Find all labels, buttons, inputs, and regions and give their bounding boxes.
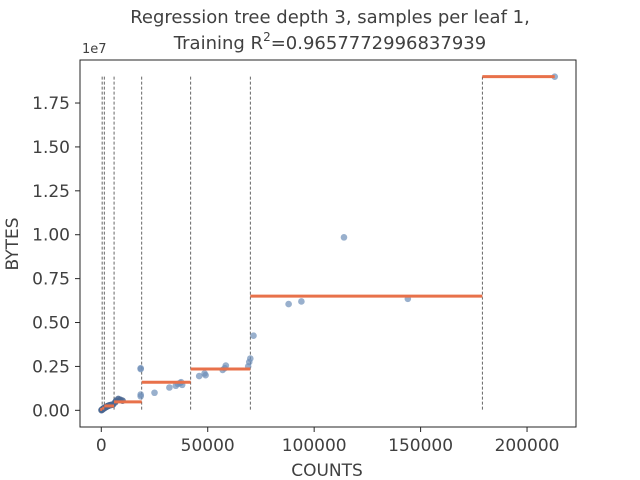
data-point <box>250 332 257 339</box>
chart-title-r2-value: =0.9657772996837939 <box>271 33 487 54</box>
y-axis-ticks: 0.00 0.25 0.50 0.75 1.00 1.25 1.50 1.75 <box>32 94 80 421</box>
data-point <box>195 372 203 380</box>
y-axis-label: BYTES <box>3 217 23 270</box>
data-point <box>151 389 158 397</box>
chart-title-r2-prefix: Training R <box>173 33 263 54</box>
x-tick-label: 100000 <box>282 436 347 456</box>
data-point <box>340 234 348 241</box>
prediction-steps <box>100 75 555 411</box>
data-points <box>98 73 559 414</box>
x-tick-label: 0 <box>96 436 107 456</box>
y-tick-label: 0.75 <box>32 270 70 290</box>
data-point <box>285 300 292 308</box>
y-tick-label: 1.25 <box>32 182 70 202</box>
data-point <box>247 355 254 362</box>
data-point <box>137 391 144 398</box>
axes-frame <box>79 59 577 428</box>
x-tick-label: 50000 <box>181 436 235 456</box>
chart-title-line2: Training R2=0.9657772996837939 <box>173 30 486 54</box>
y-tick-label: 1.50 <box>32 138 70 158</box>
y-axis-offset-label: 1e7 <box>82 42 107 57</box>
data-point <box>137 364 144 372</box>
x-tick-label: 200000 <box>495 436 560 456</box>
x-axis-ticks: 0 50000 100000 150000 200000 <box>96 427 560 456</box>
data-point <box>166 384 173 391</box>
data-point <box>202 371 209 379</box>
y-tick-label: 0.50 <box>32 314 70 334</box>
chart-title-line1: Regression tree depth 3, samples per lea… <box>130 7 530 28</box>
y-tick-label: 0.00 <box>32 401 70 421</box>
data-point <box>298 298 305 305</box>
x-axis-label: COUNTS <box>291 461 363 480</box>
chart-title-r2-sup: 2 <box>263 30 271 44</box>
split-lines <box>101 76 483 411</box>
x-tick-label: 150000 <box>388 436 453 456</box>
y-tick-label: 0.25 <box>32 357 70 377</box>
plot-area: 0 50000 100000 150000 200000 0.00 0.25 0.50 0.75… <box>32 59 577 456</box>
data-point <box>222 362 230 369</box>
y-tick-label: 1.00 <box>32 226 70 246</box>
y-tick-label: 1.75 <box>32 94 70 114</box>
